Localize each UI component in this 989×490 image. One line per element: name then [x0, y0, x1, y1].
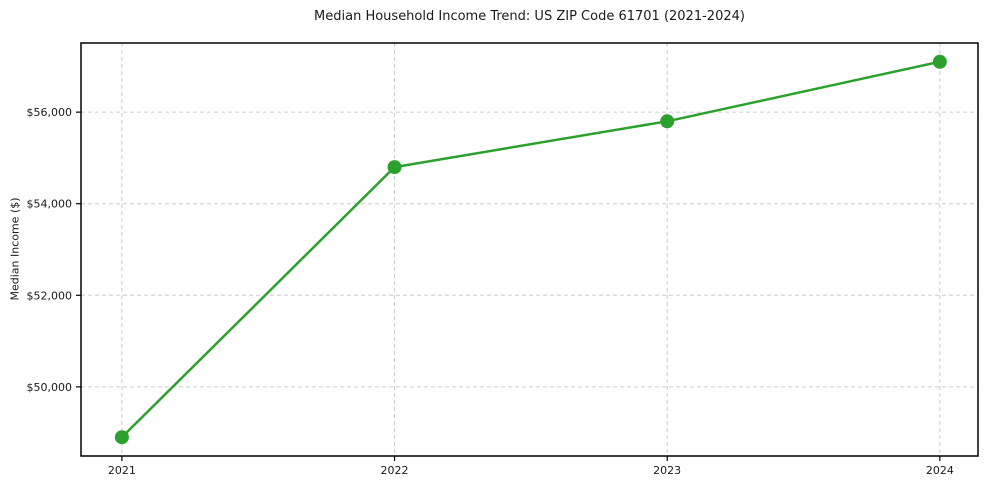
y-tick-label: $56,000	[27, 106, 73, 119]
data-point	[660, 114, 675, 129]
y-tick-label: $54,000	[27, 198, 73, 211]
data-line	[120, 60, 942, 439]
x-tick-label: 2024	[926, 464, 954, 477]
data-point	[387, 160, 402, 175]
data-point	[932, 54, 947, 69]
y-tick-label: $52,000	[27, 289, 73, 302]
data-point	[114, 430, 129, 445]
chart-title: Median Household Income Trend: US ZIP Co…	[314, 9, 745, 24]
x-tick-label: 2022	[381, 464, 409, 477]
y-tick-label: $50,000	[27, 381, 73, 394]
x-tick-label: 2021	[108, 464, 136, 477]
x-tick-label: 2023	[653, 464, 681, 477]
plot-border	[80, 42, 979, 457]
